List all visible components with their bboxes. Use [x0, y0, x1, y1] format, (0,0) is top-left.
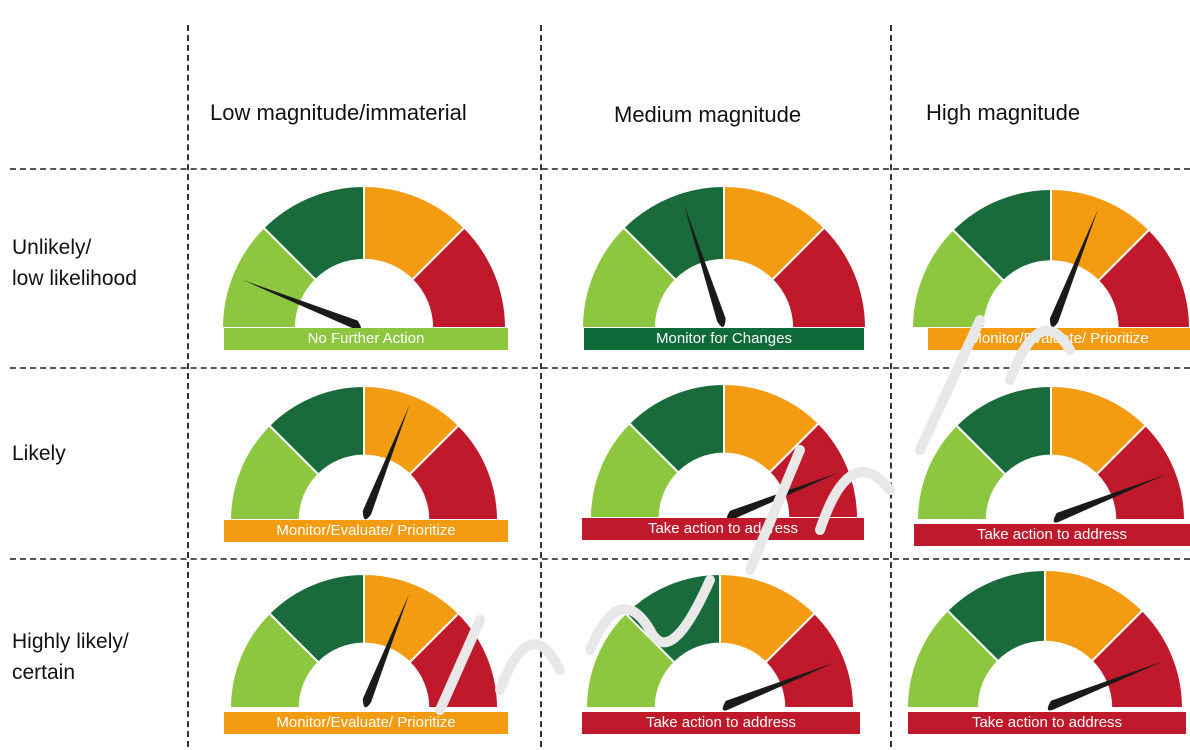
gauge-dial [220, 184, 508, 331]
gauge-dial [580, 184, 868, 329]
column-header-high: High magnitude [926, 100, 1081, 125]
gauge-band-label: Monitor/Evaluate/ Prioritize [928, 328, 1190, 350]
gauge-band-label: No Further Action [224, 328, 508, 350]
gauge-unlikely-medium: Monitor for Changes [580, 184, 868, 350]
gauge-band-label: Take action to address [908, 712, 1186, 734]
gauge-needle [362, 593, 410, 708]
grid-line-vertical-1 [187, 25, 189, 747]
gauge-likely-low: Monitor/Evaluate/ Prioritize [222, 384, 508, 542]
gauge-dial [588, 382, 860, 521]
column-header-low: Low magnitude/immaterial [210, 100, 467, 125]
gauge-band-label: Monitor/Evaluate/ Prioritize [224, 520, 508, 542]
gauge-unlikely-low: No Further Action [220, 184, 508, 350]
gauge-needle [1049, 209, 1099, 328]
gauge-band-label: Monitor for Changes [584, 328, 864, 350]
row-header-line: Highly likely/ [12, 630, 129, 653]
gauge-highly-likely-medium: Take action to address [578, 572, 862, 734]
gauge-needle [362, 405, 410, 520]
gauge-needle [242, 279, 362, 331]
grid-line-vertical-2 [540, 25, 542, 747]
gauge-unlikely-high: Monitor/Evaluate/ Prioritize [910, 186, 1190, 350]
gauge-band-label: Take action to address [914, 524, 1190, 546]
grid-line-horizontal-2 [10, 367, 1190, 369]
gauge-dial [915, 384, 1187, 523]
row-header-line: certain [12, 661, 76, 684]
gauge-likely-high: Take action to address [912, 384, 1190, 546]
row-header-line: low likelihood [12, 267, 137, 290]
gauge-dial [910, 187, 1190, 329]
gauge-needle [1053, 474, 1166, 523]
gauge-segment-high [1090, 609, 1185, 709]
gauge-needle [683, 203, 726, 328]
gauge-band-label: Take action to address [582, 518, 864, 540]
row-header-unlikely: Unlikely/ low likelihood [12, 232, 137, 294]
gauge-highly-likely-low: Monitor/Evaluate/ Prioritize [222, 572, 508, 734]
gauge-segment-high [1095, 423, 1187, 521]
row-header-likely: Likely [12, 438, 66, 469]
column-header-medium: Medium magnitude [614, 102, 802, 127]
gauge-highly-likely-high: Take action to address [905, 568, 1186, 734]
gauge-dial [584, 572, 856, 711]
grid-line-horizontal-3 [10, 558, 1190, 560]
row-header-highly-likely: Highly likely/ certain [12, 626, 129, 688]
grid-line-vertical-3 [890, 25, 892, 747]
row-header-line: Unlikely/ [12, 236, 92, 259]
gauge-dial [228, 384, 500, 521]
gauge-dial [228, 572, 500, 709]
gauge-likely-medium: Take action to address [582, 382, 866, 540]
gauge-dial [905, 568, 1185, 711]
gauge-band-label: Take action to address [582, 712, 860, 734]
gauge-band-label: Monitor/Evaluate/ Prioritize [224, 712, 508, 734]
grid-line-horizontal-1 [10, 168, 1190, 170]
gauge-needle [1047, 661, 1164, 711]
row-header-line: Likely [12, 442, 66, 465]
